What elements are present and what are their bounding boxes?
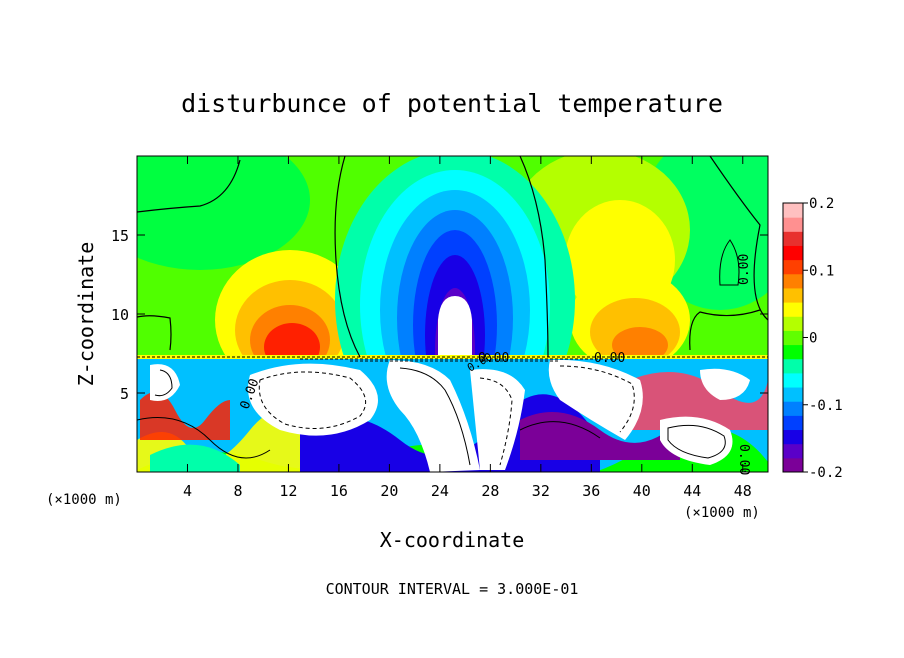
warm-right-3 [612, 327, 668, 363]
lower-band-magenta [630, 372, 768, 430]
chart-title: disturbunce of potential temperature [181, 89, 723, 118]
x-tick-label: 32 [532, 482, 550, 500]
colorbar-swatch [783, 358, 803, 374]
colorbar-swatch [783, 316, 803, 331]
x-tick-label: 40 [633, 482, 651, 500]
colorbar-swatch [783, 330, 803, 346]
x-tick-label: 44 [683, 482, 701, 500]
x-tick-label: 28 [481, 482, 499, 500]
white-region-7 [700, 368, 750, 400]
colorbar [783, 203, 803, 473]
z-tick-label: 10 [111, 306, 129, 324]
x-tick-label: 24 [431, 482, 449, 500]
white-region-1 [248, 363, 378, 436]
zero-contour-lower-left [137, 315, 172, 351]
z-tick-label: 5 [120, 385, 129, 403]
z-unit-label: (×1000 m) [46, 492, 122, 508]
x-tick-label: 16 [330, 482, 348, 500]
x-tick-label: 12 [279, 482, 297, 500]
white-region-2 [386, 360, 480, 472]
x-tick-label: 48 [734, 482, 752, 500]
colorbar-swatch [783, 429, 803, 445]
colorbar-tick-label: -0.2 [809, 465, 843, 481]
cold-core-white [438, 296, 472, 357]
z-tick-label: 15 [111, 227, 129, 245]
colorbar-swatch [783, 231, 803, 246]
interface-contours [137, 356, 768, 362]
x-tick-label: 20 [380, 482, 398, 500]
colorbar-swatch [783, 387, 803, 402]
white-region-4 [548, 359, 643, 440]
x-axis-label: X-coordinate [380, 528, 525, 552]
lower-contours [137, 365, 726, 466]
colorbar-swatch [783, 203, 803, 218]
lower-band-purple [520, 412, 680, 460]
x-tick-label: 36 [582, 482, 600, 500]
colorbar-swatch [783, 443, 803, 459]
contour-label-lower-right: 0.00 [736, 444, 751, 475]
contour-label-interface-1: 0.00 [478, 351, 509, 366]
x-unit-label: (×1000 m) [684, 505, 760, 521]
white-region-6 [150, 364, 180, 401]
contour-interval-footer: CONTOUR INTERVAL = 3.000E-01 [326, 580, 579, 598]
colorbar-tick-label: -0.1 [809, 398, 843, 414]
colorbar-swatch [783, 273, 803, 289]
lower-band-red [140, 392, 230, 440]
colorbar-swatch [783, 415, 803, 431]
colorbar-swatch [783, 457, 803, 473]
lower-band-cyan [150, 444, 240, 472]
colorbar-swatch [783, 302, 803, 317]
colorbar-swatch [783, 344, 803, 360]
colorbar-ticks: 0.2 0.1 0 -0.1 -0.2 [803, 196, 843, 481]
white-region-5 [660, 416, 733, 465]
upper-left-green [137, 156, 310, 270]
x-tick-label: 8 [233, 482, 242, 500]
x-axis: 4 8 12 16 20 24 28 32 36 40 44 48 [183, 156, 752, 500]
colorbar-swatch [783, 259, 803, 275]
z-axis: 5 10 15 [111, 227, 768, 403]
zero-contour-small-loop [719, 239, 740, 286]
zero-contour-lower-right [689, 309, 761, 351]
y-axis-label: Z-coordinate [74, 242, 98, 387]
x-tick-label: 4 [183, 482, 192, 500]
zero-contour-left [137, 159, 241, 213]
contour-label-interface-2: 0.00 [594, 351, 625, 366]
colorbar-tick-label: 0.1 [809, 263, 834, 279]
zero-contour-right [709, 156, 768, 321]
colorbar-tick-label: 0 [809, 331, 817, 347]
colorbar-swatch [783, 401, 803, 416]
colorbar-tick-label: 0.2 [809, 196, 834, 212]
colorbar-swatch [783, 217, 803, 232]
white-region-3 [470, 369, 525, 470]
zero-contour-center [334, 156, 549, 358]
colorbar-swatch [783, 245, 803, 261]
heatmap-field [137, 156, 768, 472]
colorbar-swatch [783, 287, 803, 303]
contour-label-right-upper: 0.00 [737, 254, 752, 285]
colorbar-swatch [783, 372, 803, 388]
